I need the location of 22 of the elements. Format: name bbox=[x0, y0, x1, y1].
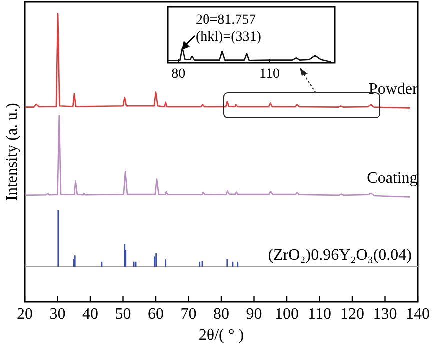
x-tick-label: 130 bbox=[373, 306, 398, 323]
x-tick-label: 140 bbox=[406, 306, 430, 323]
series-label: Coating bbox=[367, 170, 418, 188]
annotation: (hkl)=(331) bbox=[196, 30, 262, 45]
x-tick-label: 60 bbox=[148, 306, 164, 323]
x-axis-title: 2θ/( ° ) bbox=[198, 327, 244, 344]
x-tick-label: 110 bbox=[259, 67, 280, 82]
x-tick-label: 80 bbox=[214, 306, 230, 323]
x-tick-label: 120 bbox=[340, 306, 364, 323]
x-tick-label: 40 bbox=[82, 306, 98, 323]
x-tick-label: 100 bbox=[275, 306, 299, 323]
x-tick-label: 90 bbox=[246, 306, 262, 323]
x-tick-label: 30 bbox=[50, 306, 66, 323]
x-tick-label: 50 bbox=[115, 306, 132, 323]
x-tick-label: 70 bbox=[180, 306, 197, 323]
x-tick-label: 20 bbox=[17, 306, 33, 323]
annotation: 2θ=81.757 bbox=[196, 13, 256, 28]
series-label: Powder bbox=[368, 81, 418, 98]
x-tick-label: 110 bbox=[308, 306, 332, 323]
y-axis-title: Intensity (a. u.) bbox=[4, 103, 21, 201]
series-label: (ZrO₂)0.96Y₂O₃(0.04) bbox=[268, 247, 412, 264]
x-tick-label: 80 bbox=[172, 67, 186, 82]
